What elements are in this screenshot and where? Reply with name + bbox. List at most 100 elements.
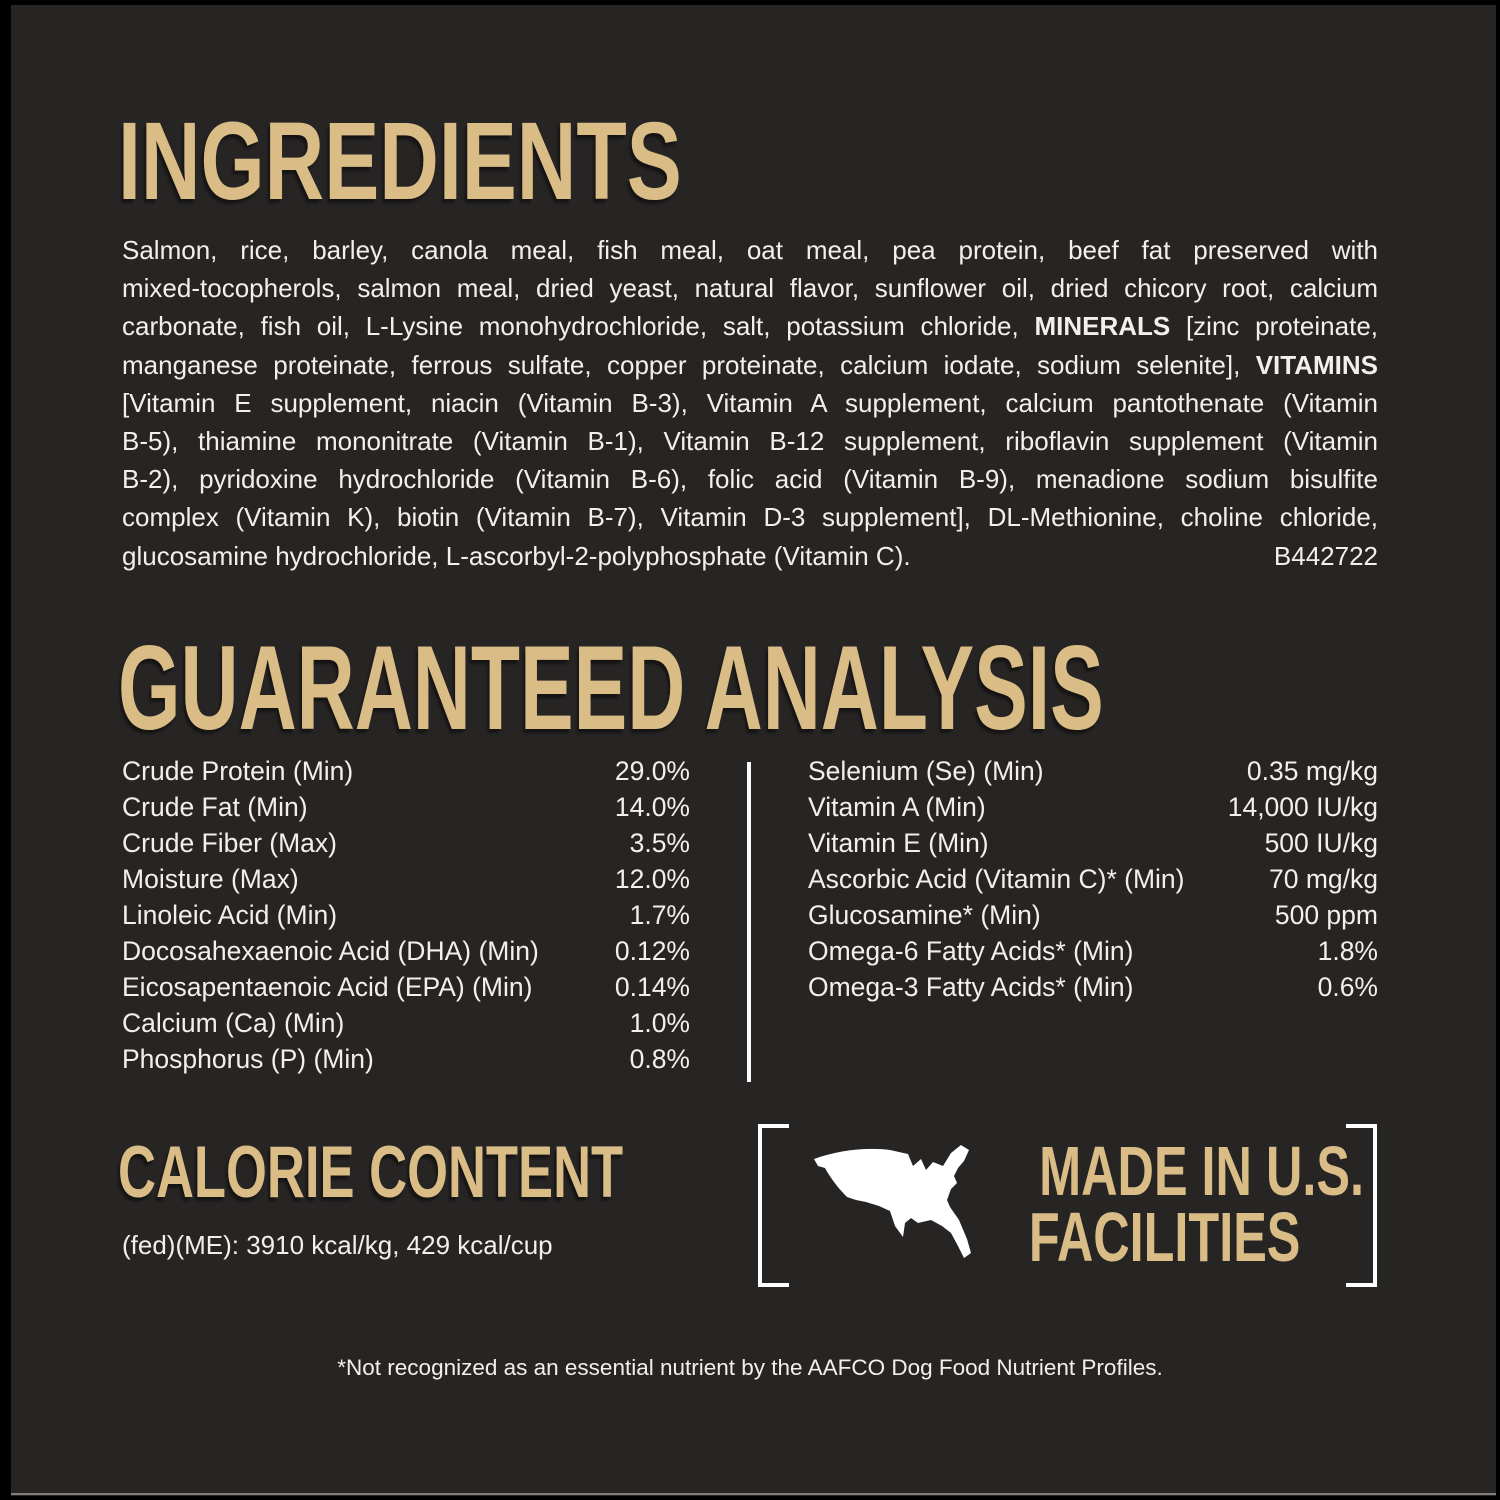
ingredients-line: manganese proteinate, ferrous sulfate, c… [122,346,1378,384]
analysis-value: 1.8% [1317,936,1378,966]
ingredients-segment: carbonate, fish oil, L-Lysine monohydroc… [122,311,1035,342]
analysis-row: Docosahexaenoic Acid (DHA) (Min) 0.12% [122,936,690,972]
guaranteed-analysis-title-text: GUARANTEED ANALYSIS [118,621,1104,755]
ingredients-line: [Vitamin E supplement, niacin (Vitamin B… [122,384,1378,422]
analysis-value: 1.7% [629,900,690,930]
ingredients-text: Salmon, rice, barley, canola meal, fish … [122,231,1378,575]
analysis-value: 0.14% [614,972,690,1002]
analysis-value: 14,000 IU/kg [1227,792,1378,822]
analysis-value: 0.35 mg/kg [1246,756,1378,786]
ingredients-segment: manganese proteinate, ferrous sulfate, c… [122,349,1256,380]
ingredients-line-text: mixed-tocopherols, salmon meal, dried ye… [122,273,1378,303]
ingredients-segment: B-5), thiamine mononitrate (Vitamin B-1)… [122,426,1378,457]
aafco-footnote: *Not recognized as an essential nutrient… [337,1355,1163,1380]
ingredients-bold-term: VITAMINS [1255,349,1378,380]
analysis-label: Phosphorus (P) (Min) [122,1044,374,1074]
analysis-row: Crude Fiber (Max) 3.5% [122,828,690,864]
ingredients-segment: complex (Vitamin K), biotin (Vitamin B-7… [122,502,1378,533]
ingredients-line-text: complex (Vitamin K), biotin (Vitamin B-7… [122,502,1378,532]
analysis-label: Moisture (Max) [122,864,299,894]
analysis-label: Linoleic Acid (Min) [122,900,338,930]
analysis-value: 0.6% [1317,972,1378,1002]
analysis-label: Omega-6 Fatty Acids* (Min) [808,936,1134,966]
analysis-label: Crude Fat (Min) [122,792,308,822]
ingredients-line: complex (Vitamin K), biotin (Vitamin B-7… [122,498,1378,536]
ingredients-line-text: carbonate, fish oil, L-Lysine monohydroc… [122,311,1378,341]
analysis-row: Crude Fat (Min) 14.0% [122,792,690,828]
analysis-label: Crude Fiber (Max) [122,828,337,858]
analysis-left-column: Crude Protein (Min) 29.0% Crude Fat (Min) 1… [122,756,690,1080]
bracket-right-icon [1346,1124,1377,1287]
analysis-value: 0.12% [614,936,690,966]
bracket-left-icon [758,1124,789,1287]
ingredients-segment: Salmon, rice, barley, canola meal, fish … [122,235,1378,265]
ingredients-segment: B-2), pyridoxine hydrochloride (Vitamin … [122,464,1378,495]
ingredients-line: carbonate, fish oil, L-Lysine monohydroc… [122,307,1378,345]
made-in-line2: FACILITIES [1028,1198,1301,1276]
ingredients-line: B-2), pyridoxine hydrochloride (Vitamin … [122,460,1378,498]
analysis-row: Selenium (Se) (Min) 0.35 mg/kg [808,756,1378,792]
analysis-value: 29.0% [614,756,690,786]
ingredients-line-text: B-2), pyridoxine hydrochloride (Vitamin … [122,464,1378,494]
ingredients-title-text: INGREDIENTS [118,100,682,223]
ingredients-segment: [Vitamin E supplement, niacin (Vitamin B… [122,387,1378,418]
made-in-line1: MADE IN U.S. [1039,1132,1364,1210]
ingredients-title: INGREDIENTS [118,107,870,217]
analysis-value: 500 IU/kg [1264,828,1378,858]
analysis-value: 12.0% [614,864,690,894]
analysis-label: Crude Protein (Min) [122,756,354,786]
ingredients-segment: mixed-tocopherols, salmon meal, dried ye… [122,273,1378,304]
ingredients-line: mixed-tocopherols, salmon meal, dried ye… [122,269,1378,307]
calorie-content-title-text: CALORIE CONTENT [118,1132,624,1213]
ingredients-bold-term: MINERALS [1034,311,1171,342]
analysis-label: Vitamin A (Min) [808,792,986,822]
calorie-content-value: (fed)(ME): 3910 kcal/kg, 429 kcal/cup [122,1230,553,1260]
analysis-label: Ascorbic Acid (Vitamin C)* (Min) [808,864,1185,894]
analysis-value: 1.0% [629,1008,690,1038]
ingredients-line: B-5), thiamine mononitrate (Vitamin B-1)… [122,422,1378,460]
ingredients-line-text: Salmon, rice, barley, canola meal, fish … [122,235,1378,265]
analysis-value: 0.8% [629,1044,690,1074]
analysis-value: 14.0% [614,792,690,822]
analysis-row: Crude Protein (Min) 29.0% [122,756,690,792]
analysis-value: 500 ppm [1274,900,1378,930]
ingredients-line-text: manganese proteinate, ferrous sulfate, c… [122,350,1378,380]
analysis-row: Moisture (Max) 12.0% [122,864,690,900]
ingredients-segment: glucosamine hydrochloride, L-ascorbyl-2-… [122,540,911,571]
analysis-label: Eicosapentaenoic Acid (EPA) (Min) [122,972,533,1002]
made-in-us-text: MADE IN U.S. FACILITIES [976,1136,1364,1276]
analysis-row: Glucosamine* (Min) 500 ppm [808,900,1378,936]
usa-map-icon [814,1145,971,1258]
analysis-row: Eicosapentaenoic Acid (EPA) (Min) 0.14% [122,972,690,1008]
analysis-row: Calcium (Ca) (Min) 1.0% [122,1008,690,1044]
ingredients-segment: [zinc proteinate, [1170,311,1379,342]
analysis-row: Phosphorus (P) (Min) 0.8% [122,1044,690,1080]
ingredients-line-text: [Vitamin E supplement, niacin (Vitamin B… [122,388,1378,418]
ingredients-line: glucosamine hydrochloride, L-ascorbyl-2-… [122,537,1378,575]
analysis-label: Docosahexaenoic Acid (DHA) (Min) [122,936,539,966]
calorie-content-title: CALORIE CONTENT [118,1136,820,1209]
analysis-value: 3.5% [629,828,690,858]
ingredients-line-text: glucosamine hydrochloride, L-ascorbyl-2-… [122,537,911,575]
guaranteed-analysis-title: GUARANTEED ANALYSIS [118,628,1500,748]
label-background [11,5,1496,1496]
column-divider [747,762,751,1082]
ingredients-line: Salmon, rice, barley, canola meal, fish … [122,231,1378,269]
analysis-value: 70 mg/kg [1268,864,1378,894]
analysis-label: Calcium (Ca) (Min) [122,1008,345,1038]
batch-code: B442722 [1273,540,1378,571]
analysis-row: Ascorbic Acid (Vitamin C)* (Min) 70 mg/kg [808,864,1378,900]
analysis-label: Vitamin E (Min) [808,828,989,858]
analysis-label: Omega-3 Fatty Acids* (Min) [808,972,1134,1002]
analysis-row: Vitamin E (Min) 500 IU/kg [808,828,1378,864]
ingredients-line-text: B-5), thiamine mononitrate (Vitamin B-1)… [122,426,1378,456]
analysis-row: Vitamin A (Min) 14,000 IU/kg [808,792,1378,828]
analysis-row: Linoleic Acid (Min) 1.7% [122,900,690,936]
analysis-row: Omega-3 Fatty Acids* (Min) 0.6% [808,972,1378,1008]
made-in-us-badge: MADE IN U.S. FACILITIES [758,1124,1377,1287]
analysis-label: Glucosamine* (Min) [808,900,1041,930]
analysis-label: Selenium (Se) (Min) [808,756,1044,786]
analysis-row: Omega-6 Fatty Acids* (Min) 1.8% [808,936,1378,972]
analysis-right-column: Selenium (Se) (Min) 0.35 mg/kg Vitamin A (… [808,756,1378,1008]
